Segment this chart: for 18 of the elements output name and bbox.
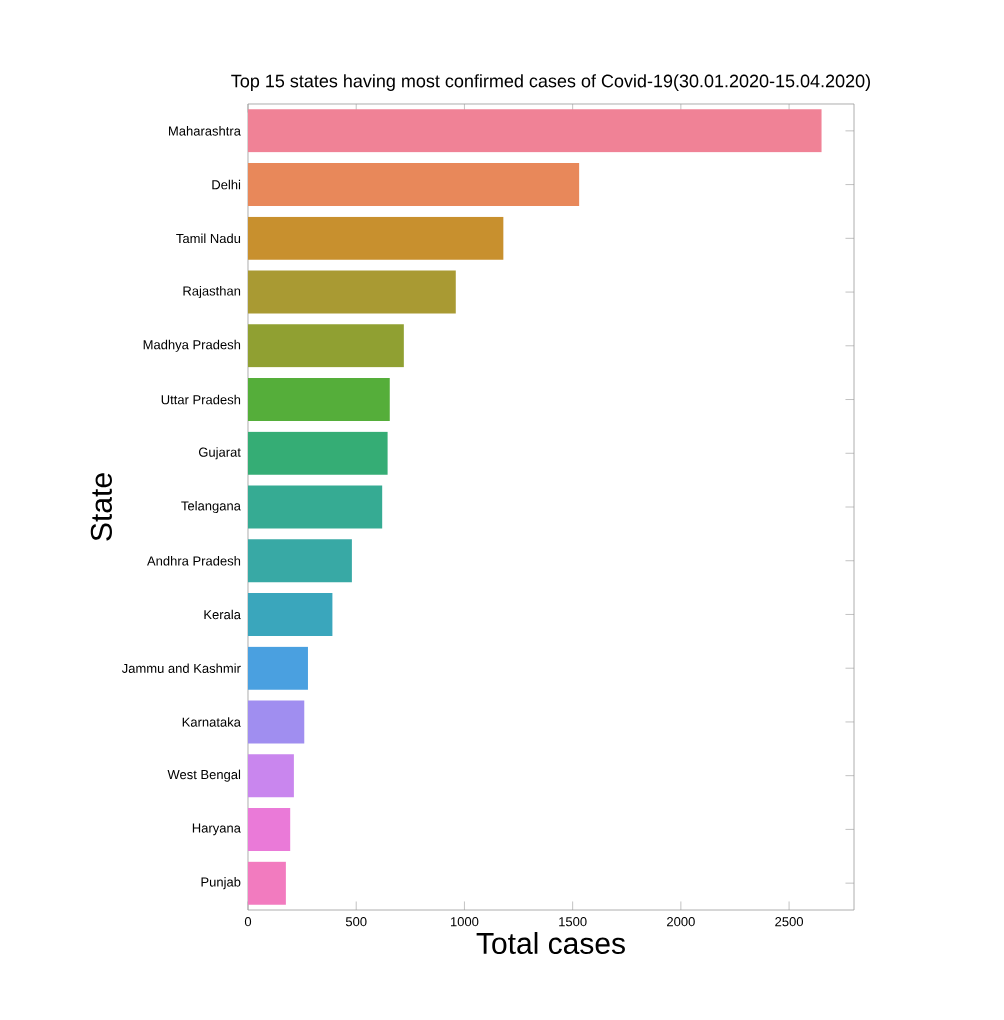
bar <box>248 431 388 475</box>
bar <box>248 378 390 422</box>
bar <box>248 163 580 207</box>
bar <box>248 861 286 905</box>
bar <box>248 592 333 636</box>
bar <box>248 646 308 690</box>
bar <box>248 216 504 260</box>
bar <box>248 754 294 798</box>
bar <box>248 539 352 583</box>
y-axis-title: State <box>90 473 112 541</box>
bar <box>248 270 456 314</box>
x-axis-title: Total cases <box>476 932 625 955</box>
bar <box>248 324 404 368</box>
bar <box>248 807 291 851</box>
bar <box>248 700 305 744</box>
chart-title: Top 15 states having most confirmed cases of Covid-19(30.01.2020-15.04.2020) <box>231 74 870 91</box>
bar <box>248 109 822 153</box>
bar <box>248 485 383 529</box>
